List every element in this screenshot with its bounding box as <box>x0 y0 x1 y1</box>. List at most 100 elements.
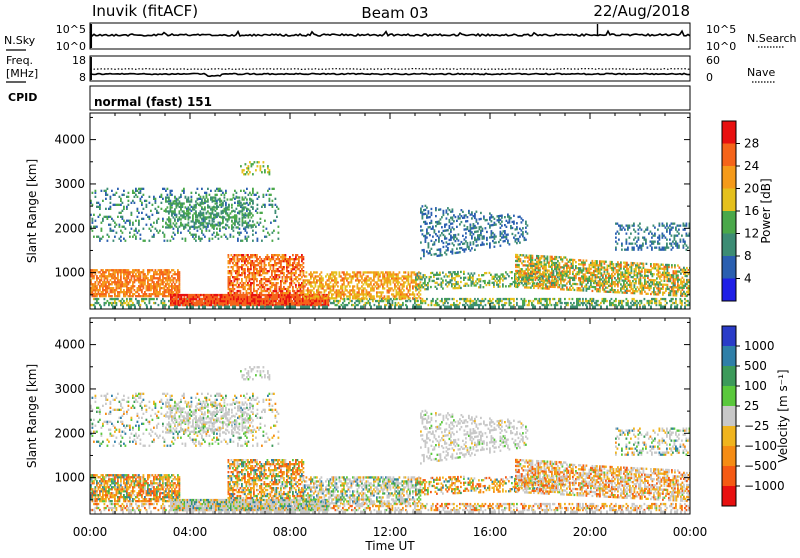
power-cell <box>387 283 389 285</box>
power-cell <box>548 264 550 266</box>
power-cell <box>388 277 390 279</box>
power-cell <box>134 293 136 295</box>
power-cell <box>264 270 266 272</box>
power-cell <box>375 285 377 287</box>
power-cell <box>384 273 386 275</box>
power-cell <box>373 279 375 281</box>
power-cell <box>465 277 467 279</box>
power-cell <box>400 289 402 291</box>
power-cell <box>270 290 272 292</box>
power-cell <box>677 274 679 276</box>
power-cell <box>671 264 673 266</box>
power-cell <box>384 295 386 297</box>
power-cell <box>135 230 137 232</box>
power-cell <box>354 271 356 273</box>
power-cell <box>107 188 109 190</box>
power-cell <box>569 271 571 273</box>
power-cell <box>631 272 633 274</box>
power-cell <box>261 266 263 268</box>
power-cell <box>641 282 643 284</box>
power-cell <box>268 256 270 258</box>
power-cell <box>119 226 121 228</box>
power-cell <box>468 273 470 275</box>
power-cell <box>271 286 273 288</box>
power-cell <box>644 279 646 281</box>
power-cell <box>428 304 430 306</box>
power-cell <box>483 300 485 302</box>
power-cell <box>502 279 504 281</box>
power-cell <box>135 194 137 196</box>
power-cell <box>378 287 380 289</box>
power-cell <box>179 283 181 285</box>
power-cell <box>348 302 350 304</box>
power-cell <box>107 234 109 236</box>
power-cell <box>138 224 140 226</box>
power-cell <box>549 298 551 300</box>
power-cell <box>667 270 669 272</box>
power-cell <box>559 262 561 264</box>
power-cell <box>267 254 269 256</box>
power-cell <box>474 282 476 284</box>
power-cell <box>346 289 348 291</box>
power-cell <box>270 260 272 262</box>
power-cell <box>243 264 245 266</box>
power-cell <box>635 302 637 304</box>
power-cell <box>259 272 261 274</box>
power-cell <box>114 275 116 277</box>
power-cell <box>105 198 107 200</box>
power-cell <box>583 259 585 261</box>
power-cell <box>662 264 664 266</box>
power-cell <box>289 260 291 262</box>
power-cell <box>261 292 263 294</box>
power-cell <box>414 293 416 295</box>
power-cell <box>378 277 380 279</box>
power-cell <box>388 295 390 297</box>
power-cell <box>336 279 338 281</box>
power-cell <box>373 277 375 279</box>
power-cell <box>515 276 517 278</box>
power-cell <box>237 292 239 294</box>
power-cell <box>261 264 263 266</box>
power-cell <box>580 267 582 269</box>
power-cell <box>150 210 152 212</box>
power-cell <box>292 288 294 290</box>
power-cell <box>384 275 386 277</box>
power-cell <box>590 268 592 270</box>
power-cell <box>454 277 456 279</box>
power-cell <box>159 289 161 291</box>
power-cell <box>658 263 660 265</box>
power-cell <box>560 272 562 274</box>
power-cell <box>276 286 278 288</box>
power-cell <box>664 280 666 282</box>
power-cell <box>339 300 341 302</box>
power-cell <box>276 276 278 278</box>
power-cell <box>310 277 312 279</box>
power-cell <box>592 260 594 262</box>
power-cell <box>349 285 351 287</box>
power-cell <box>470 302 472 304</box>
power-cell <box>108 236 110 238</box>
power-cell <box>431 304 433 306</box>
power-cell <box>170 281 172 283</box>
power-cell <box>267 284 269 286</box>
power-cell <box>303 271 305 273</box>
power-cell <box>303 258 305 260</box>
power-cell <box>349 273 351 275</box>
power-cell <box>138 302 140 304</box>
power-cell <box>271 274 273 276</box>
power-cell <box>132 222 134 224</box>
power-cell <box>442 281 444 283</box>
power-cell <box>549 300 551 302</box>
power-cell <box>343 291 345 293</box>
power-cell <box>164 293 166 295</box>
power-cell <box>491 300 493 302</box>
power-cell <box>442 287 444 289</box>
power-cell <box>131 228 133 230</box>
power-cell <box>304 281 306 283</box>
power-cell <box>147 277 149 279</box>
power-cell <box>557 304 559 306</box>
power-cell <box>272 302 274 304</box>
power-cell <box>463 271 465 273</box>
power-cell <box>390 298 392 300</box>
power-cell <box>344 298 346 300</box>
